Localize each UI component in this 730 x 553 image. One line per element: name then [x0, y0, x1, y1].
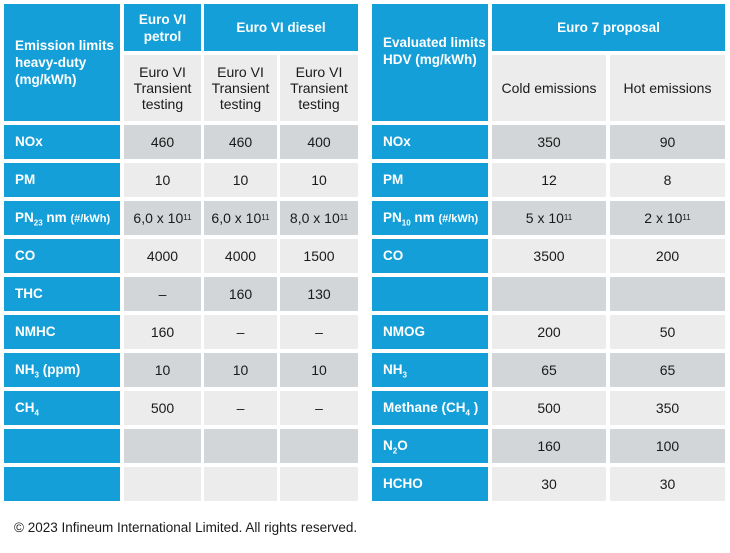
left-value-cell: 4000 [124, 239, 201, 273]
left-value-cell: – [280, 315, 358, 349]
left-subheader-3: Euro VI Transient testing [280, 55, 358, 121]
left-value-cell: 10 [280, 163, 358, 197]
left-value-cell: 10 [204, 353, 277, 387]
right-row-label: HCHO [372, 467, 488, 501]
left-value-cell [204, 467, 277, 501]
left-value-cell [204, 429, 277, 463]
left-value-cell: 10 [124, 163, 201, 197]
group-header-euro-vi-petrol: Euro VI petrol [124, 4, 201, 51]
right-value-cell: 5 x 10 11 [492, 201, 606, 235]
right-value-cell: 100 [610, 429, 725, 463]
right-value-cell: 90 [610, 125, 725, 159]
row-label-text: NH3 (ppm) [15, 362, 81, 380]
left-value-cell: – [204, 391, 277, 425]
right-value-cell [492, 277, 606, 311]
right-value-cell [610, 277, 725, 311]
right-value-cell: 2 x 10 11 [610, 201, 725, 235]
left-value-cell: 1500 [280, 239, 358, 273]
left-row-label: CO [4, 239, 120, 273]
left-value-cell: 400 [280, 125, 358, 159]
row-label-text: NH3 [383, 362, 407, 380]
left-value-cell: 160 [124, 315, 201, 349]
left-row-label [4, 429, 120, 463]
left-subheader-3-text: Euro VI Transient testing [290, 64, 348, 112]
group-header-euro-vi-diesel: Euro VI diesel [204, 4, 358, 51]
left-row-label: THC [4, 277, 120, 311]
left-value-cell: 6,0 x 10 11 [204, 201, 277, 235]
right-row-label: CO [372, 239, 488, 273]
row-label-text: Methane (CH4 ) [383, 400, 479, 418]
right-row-label: PM [372, 163, 488, 197]
left-value-cell: – [124, 277, 201, 311]
right-value-cell: 65 [492, 353, 606, 387]
left-value-cell: 6,0 x 10 11 [124, 201, 201, 235]
row-label-text: CH4 [15, 400, 39, 418]
row-label-text: N2O [383, 438, 408, 456]
left-value-cell: 10 [280, 353, 358, 387]
right-value-cell: 30 [610, 467, 725, 501]
group-header-euro-7-proposal: Euro 7 proposal [492, 4, 725, 51]
left-subheader-2: Euro VI Transient testing [204, 55, 277, 121]
right-subheader-hot-text: Hot emissions [623, 80, 712, 96]
right-value-cell: 50 [610, 315, 725, 349]
right-row-label: PN10 nm (#/kWh) [372, 201, 488, 235]
right-value-cell: 8 [610, 163, 725, 197]
right-row-label: Methane (CH4 ) [372, 391, 488, 425]
left-value-cell: – [204, 315, 277, 349]
right-row-label [372, 277, 488, 311]
left-value-cell [280, 467, 358, 501]
right-row-label-header: Evaluated limits HDV (mg/kWh) [372, 4, 488, 121]
left-subheader-2-text: Euro VI Transient testing [211, 64, 270, 112]
left-value-cell: 500 [124, 391, 201, 425]
left-row-label-text: Emission limits heavy-duty (mg/kWh) [15, 38, 115, 87]
right-value-cell: 200 [610, 239, 725, 273]
left-row-label-header: Emission limits heavy-duty (mg/kWh) [4, 4, 120, 121]
right-value-cell: 30 [492, 467, 606, 501]
copyright-footer: © 2023 Infineum International Limited. A… [14, 520, 358, 535]
left-row-label: PM [4, 163, 120, 197]
left-value-cell: 460 [204, 125, 277, 159]
right-row-label: NH3 [372, 353, 488, 387]
right-subheader-hot: Hot emissions [610, 55, 725, 121]
group-euro7-text: Euro 7 proposal [557, 20, 660, 35]
left-value-cell [124, 467, 201, 501]
left-value-cell: 8,0 x 10 11 [280, 201, 358, 235]
left-row-label: CH4 [4, 391, 120, 425]
left-value-cell: 10 [204, 163, 277, 197]
right-value-cell: 160 [492, 429, 606, 463]
right-value-cell: 12 [492, 163, 606, 197]
right-row-label: N2O [372, 429, 488, 463]
left-row-label: NMHC [4, 315, 120, 349]
left-value-cell [124, 429, 201, 463]
left-subheader-1: Euro VI Transient testing [124, 55, 201, 121]
left-value-cell: – [280, 391, 358, 425]
right-value-cell: 350 [492, 125, 606, 159]
row-label-text: PN23 nm (#/kWh) [15, 209, 111, 228]
left-row-label: PN23 nm (#/kWh) [4, 201, 120, 235]
group-petrol-text: Euro VI petrol [138, 11, 187, 44]
left-value-cell: 4000 [204, 239, 277, 273]
right-value-cell: 350 [610, 391, 725, 425]
right-value-cell: 200 [492, 315, 606, 349]
right-value-cell: 500 [492, 391, 606, 425]
left-subheader-1-text: Euro VI Transient testing [133, 64, 192, 112]
left-value-cell: 160 [204, 277, 277, 311]
group-diesel-text: Euro VI diesel [236, 20, 326, 35]
right-subheader-cold: Cold emissions [492, 55, 606, 121]
left-row-label: NOx [4, 125, 120, 159]
row-label-text: PN10 nm (#/kWh) [383, 209, 479, 228]
left-value-cell: 10 [124, 353, 201, 387]
right-row-label-text: Evaluated limits HDV (mg/kWh) [383, 35, 486, 67]
left-row-label: NH3 (ppm) [4, 353, 120, 387]
right-subheader-cold-text: Cold emissions [501, 80, 597, 96]
left-row-label [4, 467, 120, 501]
right-row-label: NMOG [372, 315, 488, 349]
left-value-cell: 130 [280, 277, 358, 311]
left-value-cell [280, 429, 358, 463]
right-value-cell: 3500 [492, 239, 606, 273]
right-value-cell: 65 [610, 353, 725, 387]
right-row-label: NOx [372, 125, 488, 159]
left-value-cell: 460 [124, 125, 201, 159]
